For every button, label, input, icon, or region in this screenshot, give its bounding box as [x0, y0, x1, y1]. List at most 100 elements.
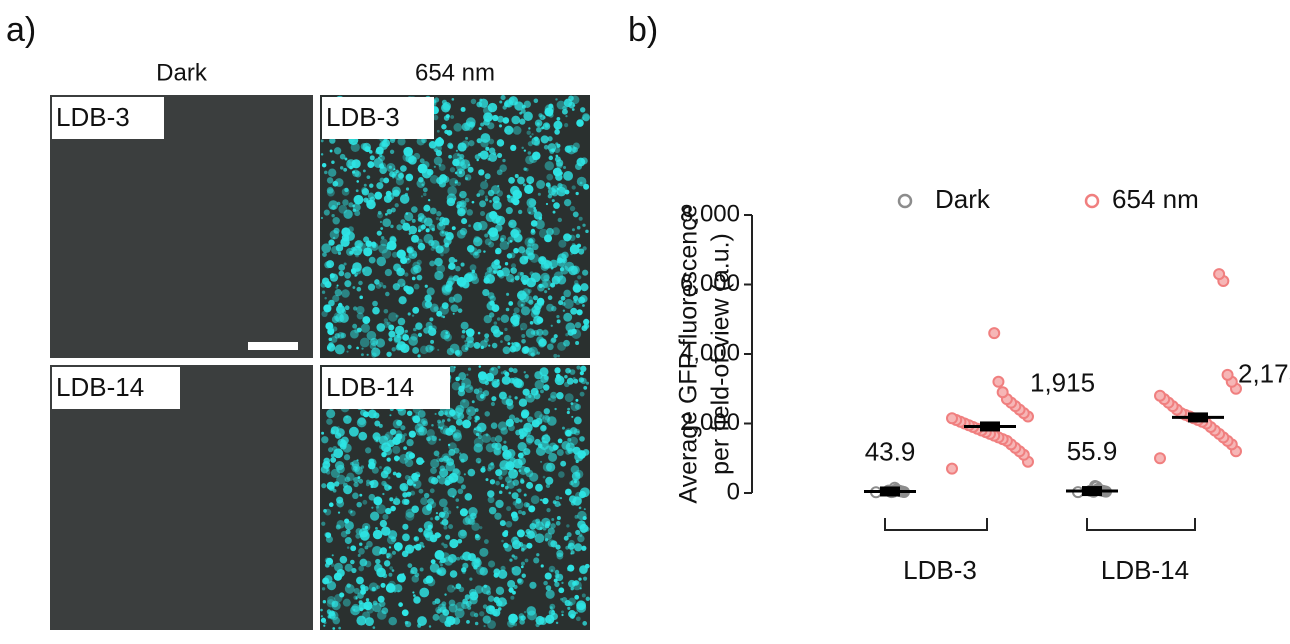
fluorescence-speckle	[540, 460, 543, 463]
fluorescence-speckle	[544, 161, 555, 171]
fluorescence-speckle	[548, 107, 551, 110]
fluorescence-speckle	[411, 505, 419, 514]
fluorescence-speckle	[544, 123, 549, 128]
fluorescence-speckle	[436, 129, 440, 133]
fluorescence-speckle	[417, 474, 421, 478]
fluorescence-speckle	[412, 347, 420, 354]
fluorescence-speckle	[351, 567, 357, 574]
fluorescence-speckle	[525, 434, 535, 444]
y-tick-label: 4,000	[680, 339, 740, 366]
fluorescence-speckle	[565, 429, 572, 437]
fluorescence-speckle	[479, 526, 483, 530]
fluorescence-speckle	[496, 190, 503, 197]
fluorescence-speckle	[386, 556, 389, 559]
fluorescence-speckle	[516, 290, 527, 301]
fluorescence-speckle	[560, 460, 567, 467]
fluorescence-speckle	[467, 605, 472, 610]
fluorescence-speckle	[428, 625, 432, 628]
fluorescence-speckle	[547, 193, 553, 199]
fluorescence-speckle	[490, 401, 496, 407]
fluorescence-speckle	[403, 285, 410, 292]
fluorescence-speckle	[475, 432, 480, 437]
fluorescence-speckle	[396, 267, 405, 277]
fluorescence-speckle	[466, 406, 477, 417]
fluorescence-speckle	[571, 108, 575, 111]
fluorescence-speckle	[510, 229, 520, 239]
fluorescence-speckle	[538, 283, 543, 289]
fluorescence-speckle	[556, 368, 561, 373]
fluorescence-speckle	[389, 149, 395, 154]
fluorescence-speckle	[522, 288, 531, 297]
fluorescence-speckle	[343, 415, 352, 424]
fluorescence-speckle	[542, 281, 549, 288]
fluorescence-speckle	[560, 295, 566, 301]
fluorescence-speckle	[479, 394, 485, 399]
fluorescence-speckle	[536, 553, 540, 557]
fluorescence-speckle	[574, 403, 581, 410]
fluorescence-speckle	[482, 288, 490, 297]
fluorescence-speckle	[461, 329, 466, 334]
fluorescence-speckle	[430, 458, 440, 469]
fluorescence-speckle	[582, 304, 585, 307]
fluorescence-speckle	[352, 203, 361, 212]
fluorescence-speckle	[339, 592, 345, 598]
fluorescence-speckle	[547, 343, 554, 351]
fluorescence-speckle	[439, 174, 448, 183]
row-label: LDB-3	[326, 102, 400, 132]
fluorescence-speckle	[482, 604, 488, 609]
fluorescence-speckle	[386, 467, 390, 471]
fluorescence-speckle	[420, 195, 423, 198]
fluorescence-speckle	[321, 277, 330, 285]
fluorescence-speckle	[429, 174, 439, 184]
fluorescence-speckle	[408, 475, 412, 479]
fluorescence-speckle	[461, 280, 470, 289]
fluorescence-speckle	[557, 182, 563, 189]
fluorescence-speckle	[484, 198, 489, 202]
fluorescence-speckle	[418, 488, 424, 494]
fluorescence-speckle	[384, 484, 391, 491]
fluorescence-speckle	[496, 152, 503, 158]
fluorescence-speckle	[413, 152, 421, 160]
fluorescence-speckle	[383, 318, 389, 323]
fluorescence-speckle	[551, 185, 559, 193]
fluorescence-speckle	[353, 481, 359, 488]
fluorescence-speckle	[579, 587, 582, 590]
fluorescence-speckle	[434, 515, 440, 521]
fluorescence-speckle	[448, 448, 456, 456]
fluorescence-speckle	[326, 177, 334, 184]
fluorescence-speckle	[477, 434, 483, 439]
fluorescence-speckle	[571, 471, 581, 481]
fluorescence-speckle	[524, 237, 534, 247]
fluorescence-speckle	[497, 115, 504, 123]
fluorescence-speckle	[395, 496, 398, 499]
fluorescence-speckle	[340, 237, 350, 248]
fluorescence-speckle	[420, 224, 426, 230]
fluorescence-speckle	[379, 519, 388, 528]
fluorescence-speckle	[403, 259, 407, 262]
fluorescence-speckle	[464, 177, 469, 181]
fluorescence-speckle	[508, 176, 515, 184]
fluorescence-speckle	[438, 410, 444, 417]
fluorescence-speckle	[473, 388, 480, 395]
fluorescence-speckle	[344, 157, 348, 161]
fluorescence-speckle	[500, 427, 508, 435]
fluorescence-speckle	[461, 378, 472, 388]
fluorescence-speckle	[461, 601, 470, 610]
fluorescence-speckle	[395, 169, 399, 174]
fluorescence-speckle	[375, 338, 386, 348]
fluorescence-speckle	[344, 476, 351, 483]
fluorescence-speckle	[376, 567, 386, 578]
fluorescence-speckle	[437, 455, 440, 458]
fluorescence-speckle	[578, 377, 585, 383]
fluorescence-speckle	[491, 442, 498, 449]
fluorescence-speckle	[428, 325, 433, 330]
fluorescence-speckle	[526, 347, 535, 357]
fluorescence-speckle	[346, 583, 351, 588]
fluorescence-speckle	[416, 259, 422, 265]
fluorescence-speckle	[555, 127, 559, 131]
fluorescence-speckle	[344, 305, 350, 311]
fluorescence-speckle	[521, 338, 526, 344]
fluorescence-speckle	[430, 467, 437, 475]
fluorescence-speckle	[415, 417, 421, 423]
